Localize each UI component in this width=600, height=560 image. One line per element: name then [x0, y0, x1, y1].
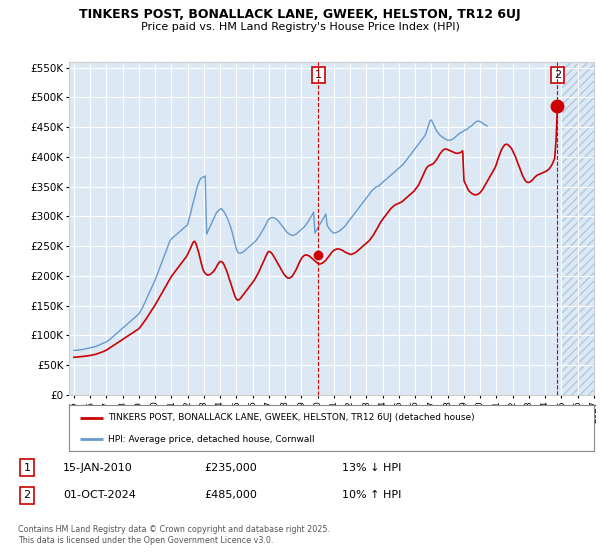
- Text: 10% ↑ HPI: 10% ↑ HPI: [342, 491, 401, 501]
- Text: £235,000: £235,000: [204, 463, 257, 473]
- Text: 1: 1: [315, 70, 322, 80]
- Text: HPI: Average price, detached house, Cornwall: HPI: Average price, detached house, Corn…: [109, 435, 315, 444]
- Text: TINKERS POST, BONALLACK LANE, GWEEK, HELSTON, TR12 6UJ: TINKERS POST, BONALLACK LANE, GWEEK, HEL…: [79, 8, 521, 21]
- Text: 15-JAN-2010: 15-JAN-2010: [63, 463, 133, 473]
- Text: 2: 2: [554, 70, 561, 80]
- Text: 1: 1: [23, 463, 31, 473]
- Text: Price paid vs. HM Land Registry's House Price Index (HPI): Price paid vs. HM Land Registry's House …: [140, 22, 460, 32]
- Text: 01-OCT-2024: 01-OCT-2024: [63, 491, 136, 501]
- Text: Contains HM Land Registry data © Crown copyright and database right 2025.
This d: Contains HM Land Registry data © Crown c…: [18, 525, 330, 545]
- Text: 2: 2: [23, 491, 31, 501]
- Text: £485,000: £485,000: [204, 491, 257, 501]
- Bar: [562, 62, 597, 395]
- Text: TINKERS POST, BONALLACK LANE, GWEEK, HELSTON, TR12 6UJ (detached house): TINKERS POST, BONALLACK LANE, GWEEK, HEL…: [109, 413, 475, 422]
- Text: 13% ↓ HPI: 13% ↓ HPI: [342, 463, 401, 473]
